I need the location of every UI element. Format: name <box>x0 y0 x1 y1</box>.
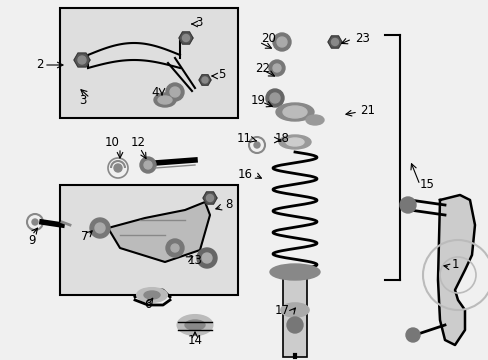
Text: 8: 8 <box>224 198 232 211</box>
Text: 3: 3 <box>195 15 202 28</box>
Circle shape <box>265 89 284 107</box>
Text: 10: 10 <box>104 136 119 149</box>
Circle shape <box>114 164 122 172</box>
Circle shape <box>90 218 110 238</box>
Text: 1: 1 <box>451 258 459 271</box>
Text: 14: 14 <box>187 333 202 346</box>
Ellipse shape <box>158 96 172 104</box>
Circle shape <box>206 194 213 202</box>
Ellipse shape <box>177 315 212 335</box>
Text: 20: 20 <box>261 31 276 45</box>
Circle shape <box>399 197 415 213</box>
Circle shape <box>165 83 183 101</box>
Ellipse shape <box>279 135 310 149</box>
Circle shape <box>140 157 156 173</box>
Text: 13: 13 <box>187 253 203 266</box>
Circle shape <box>78 56 86 64</box>
Text: 11: 11 <box>237 131 251 144</box>
Text: 9: 9 <box>28 234 36 247</box>
Text: 16: 16 <box>238 168 252 181</box>
Circle shape <box>143 161 152 169</box>
Circle shape <box>268 60 285 76</box>
Ellipse shape <box>285 138 304 146</box>
Text: 17: 17 <box>274 303 289 316</box>
Circle shape <box>272 33 290 51</box>
Circle shape <box>182 35 189 41</box>
Circle shape <box>197 248 217 268</box>
Ellipse shape <box>154 93 176 107</box>
Circle shape <box>95 223 105 233</box>
Text: 4: 4 <box>151 85 159 99</box>
Circle shape <box>32 219 38 225</box>
Circle shape <box>165 239 183 257</box>
Text: 23: 23 <box>354 31 369 45</box>
Bar <box>60 8 238 118</box>
Circle shape <box>286 317 303 333</box>
Ellipse shape <box>275 103 313 121</box>
Polygon shape <box>203 192 217 204</box>
Ellipse shape <box>137 288 167 302</box>
Text: 3: 3 <box>79 94 86 107</box>
Polygon shape <box>199 75 210 85</box>
Circle shape <box>331 39 338 45</box>
Circle shape <box>202 253 212 263</box>
Ellipse shape <box>305 115 324 125</box>
Ellipse shape <box>143 291 160 299</box>
Circle shape <box>276 37 286 47</box>
Polygon shape <box>437 195 474 345</box>
Polygon shape <box>327 36 341 48</box>
Ellipse shape <box>283 106 306 118</box>
Text: 19: 19 <box>250 94 265 107</box>
Circle shape <box>171 244 179 252</box>
Bar <box>60 185 238 295</box>
Polygon shape <box>74 53 90 67</box>
Text: 12: 12 <box>130 136 145 149</box>
Circle shape <box>202 77 207 83</box>
Text: 2: 2 <box>37 58 44 72</box>
Text: 5: 5 <box>218 68 225 81</box>
Circle shape <box>272 64 281 72</box>
Text: 22: 22 <box>255 62 270 75</box>
Polygon shape <box>179 32 193 44</box>
Ellipse shape <box>281 303 308 317</box>
Text: 21: 21 <box>359 104 374 117</box>
Circle shape <box>269 93 280 103</box>
Ellipse shape <box>269 264 319 280</box>
Text: 18: 18 <box>274 131 289 144</box>
Polygon shape <box>108 202 209 262</box>
Text: 15: 15 <box>419 179 434 192</box>
Text: 6: 6 <box>144 298 151 311</box>
Bar <box>283 272 306 357</box>
Text: 7: 7 <box>81 230 88 243</box>
Circle shape <box>405 328 419 342</box>
Circle shape <box>170 87 180 97</box>
Ellipse shape <box>184 320 204 330</box>
Circle shape <box>253 142 260 148</box>
